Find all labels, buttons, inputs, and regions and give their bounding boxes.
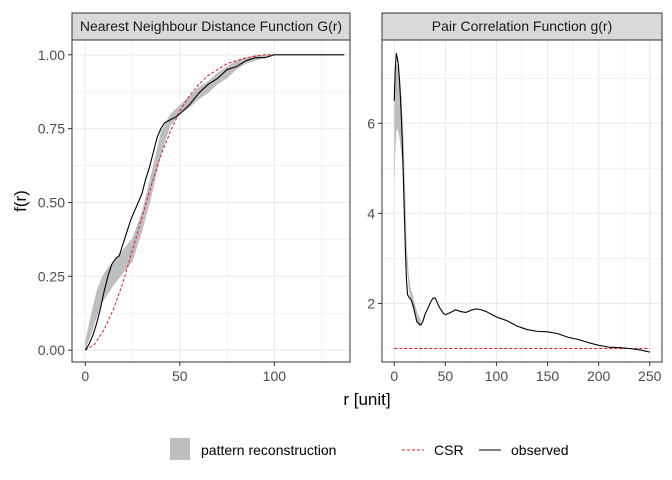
legend-key-band: [170, 438, 190, 460]
x-tick-label: 100: [485, 368, 509, 384]
legend: pattern reconstruction CSR observed: [170, 438, 569, 460]
legend-label-observed: observed: [511, 442, 569, 458]
y-axis-title: f(r): [11, 190, 30, 212]
panel-right-border: [381, 39, 663, 363]
panel-right-title: Pair Correlation Function g(r): [432, 18, 613, 34]
series-csr-line: [84, 54, 275, 351]
y-tick-label: 2: [367, 295, 375, 311]
x-tick-label: 0: [81, 368, 89, 384]
legend-label-pattern-reconstruction: pattern reconstruction: [201, 442, 336, 458]
x-tick-label: 0: [390, 368, 398, 384]
panel-right-grid: [382, 40, 662, 362]
series-pattern-reconstruction-band: [394, 64, 421, 326]
x-tick-label: 50: [438, 368, 454, 384]
panel-left: Nearest Neighbour Distance Function G(r)…: [38, 12, 351, 384]
panel-left-background: [72, 40, 350, 362]
y-tick-label: 0.75: [38, 121, 65, 137]
panel-left-strip: [71, 12, 351, 41]
legend-label-csr: CSR: [434, 442, 464, 458]
panel-right-data: [393, 52, 650, 353]
panel-right-ticks: 0 50 100 150 200 250 2 4 6: [367, 115, 661, 384]
panel-right-strip: [381, 12, 663, 41]
panel-left-ticks: 0 50 100 0.00 0.25 0.50 0.75 1.00: [38, 47, 286, 384]
y-tick-label: 0.50: [38, 194, 65, 210]
y-tick-label: 4: [367, 205, 375, 221]
y-tick-label: 0.00: [38, 342, 65, 358]
panel-left-grid: [72, 40, 350, 362]
y-tick-label: 0.25: [38, 268, 65, 284]
x-tick-label: 250: [638, 368, 662, 384]
x-tick-label: 50: [172, 368, 188, 384]
panel-left-title: Nearest Neighbour Distance Function G(r): [80, 18, 342, 34]
panel-right: Pair Correlation Function g(r) 0 50 100 150…: [367, 12, 663, 384]
panel-left-border: [71, 39, 351, 363]
x-axis-title: r [unit]: [343, 390, 390, 409]
series-observed-line: [84, 54, 345, 351]
y-tick-label: 6: [367, 115, 375, 131]
panel-left-data: [84, 54, 345, 351]
series-observed-line: [393, 52, 650, 353]
y-tick-label: 1.00: [38, 47, 65, 63]
x-tick-label: 100: [263, 368, 287, 384]
x-tick-label: 150: [536, 368, 560, 384]
x-tick-label: 200: [587, 368, 611, 384]
